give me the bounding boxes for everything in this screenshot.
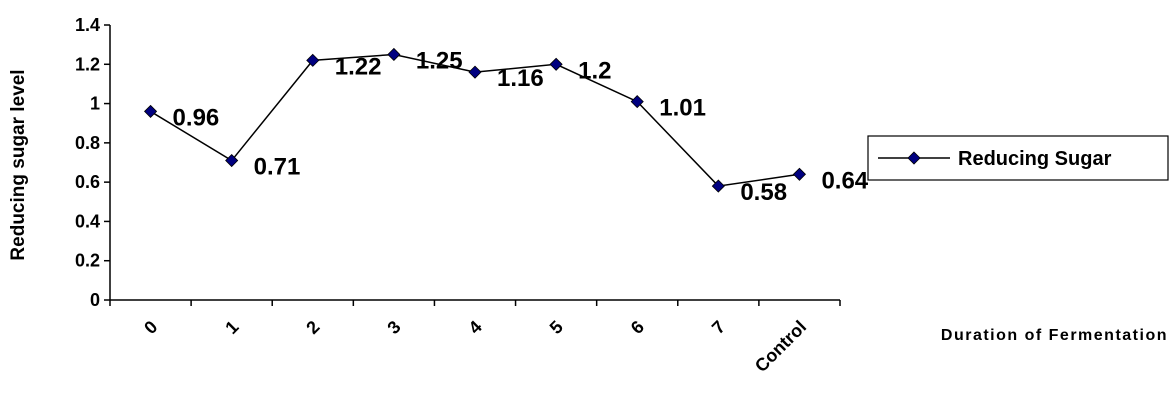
x-axis-title: Duration of Fermentation (941, 327, 1168, 344)
x-tick-label: Control (751, 317, 810, 376)
data-label: 0.64 (821, 167, 868, 194)
data-label: 1.2 (578, 57, 611, 84)
marker (468, 65, 482, 79)
y-tick-label: 0.8 (75, 133, 100, 153)
data-label: 1.16 (497, 65, 544, 92)
marker (306, 53, 320, 67)
x-tick-label: 0 (140, 317, 161, 338)
marker (143, 104, 158, 118)
marker (792, 167, 807, 181)
y-tick-label: 0.6 (75, 172, 100, 192)
data-label: 1.22 (335, 53, 382, 80)
data-label: 0.96 (173, 104, 220, 131)
y-tick-label: 1.4 (75, 15, 100, 35)
marker (549, 57, 563, 71)
x-tick-label: 7 (708, 317, 729, 338)
data-label: 0.58 (740, 179, 787, 206)
y-tick-label: 1 (90, 94, 100, 114)
y-tick-label: 0.4 (75, 211, 100, 231)
legend-marker (907, 151, 921, 165)
y-tick-label: 0.2 (75, 251, 100, 271)
data-label: 0.71 (254, 154, 301, 181)
marker (630, 95, 644, 109)
x-tick-label: 4 (465, 317, 486, 338)
y-axis-title: Reducing sugar level (8, 69, 29, 260)
y-tick-label: 1.2 (75, 54, 100, 74)
data-label: 1.25 (416, 47, 463, 74)
marker (225, 153, 239, 168)
y-tick-label: 0 (90, 290, 100, 310)
marker (711, 179, 725, 193)
x-tick-label: 1 (221, 317, 242, 338)
x-tick-label: 6 (627, 317, 648, 338)
data-label: 1.01 (659, 95, 706, 122)
x-tick-label: 2 (302, 317, 323, 338)
legend-label: Reducing Sugar (958, 148, 1112, 170)
x-tick-label: 5 (546, 317, 567, 338)
x-tick-label: 3 (383, 317, 404, 338)
marker (387, 47, 401, 62)
